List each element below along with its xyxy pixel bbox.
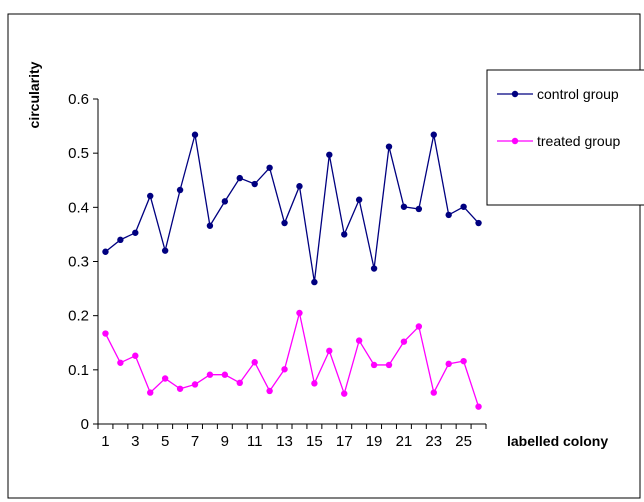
data-point-control-group	[475, 219, 482, 227]
x-tick-label: 21	[396, 433, 413, 450]
y-tick-label: 0	[81, 416, 89, 433]
data-point-control-group	[281, 219, 288, 227]
data-point-treated-group	[430, 389, 437, 396]
x-tick-label: 9	[221, 433, 229, 450]
data-point-control-group	[460, 203, 467, 210]
legend-label-control-group: control group	[537, 86, 619, 102]
data-point-treated-group	[460, 357, 467, 365]
data-point-control-group	[191, 131, 199, 138]
x-tick-label: 11	[247, 433, 263, 450]
y-tick-label: 0.4	[68, 199, 89, 216]
x-tick-label: 23	[425, 433, 442, 450]
x-tick-label: 15	[306, 433, 323, 450]
y-axis-title: circularity	[26, 61, 42, 128]
data-point-treated-group	[161, 375, 169, 382]
data-point-treated-group	[385, 361, 393, 369]
data-point-treated-group	[355, 337, 363, 344]
data-point-control-group	[236, 174, 243, 182]
data-point-control-group	[132, 229, 139, 236]
data-point-treated-group	[370, 361, 378, 369]
data-point-control-group	[102, 248, 109, 255]
data-point-treated-group	[176, 385, 184, 392]
data-point-treated-group	[445, 360, 452, 368]
y-tick-label: 0.3	[68, 254, 89, 271]
data-point-treated-group	[415, 323, 423, 330]
data-point-treated-group	[117, 359, 124, 366]
data-point-control-group	[161, 247, 169, 254]
data-point-treated-group	[326, 347, 333, 355]
data-point-control-group	[430, 131, 437, 138]
data-point-treated-group	[221, 371, 229, 378]
data-point-treated-group	[341, 390, 348, 397]
data-point-control-group	[311, 278, 318, 286]
series-points	[102, 131, 482, 410]
x-tick-label: 25	[455, 433, 472, 450]
x-tick-label: 3	[131, 433, 139, 450]
data-point-treated-group	[311, 380, 318, 387]
data-point-control-group	[326, 151, 333, 158]
y-tick-label: 0.6	[68, 91, 89, 108]
legend-marker-control-group	[511, 90, 519, 98]
legend-label-treated-group: treated group	[537, 133, 620, 149]
data-point-treated-group	[206, 371, 214, 378]
data-point-control-group	[370, 265, 378, 272]
data-point-control-group	[206, 222, 214, 229]
x-tick-label: 5	[161, 433, 169, 450]
data-point-control-group	[400, 203, 408, 210]
data-point-control-group	[341, 231, 348, 238]
x-tick-label: 7	[191, 433, 199, 450]
data-point-treated-group	[147, 389, 154, 396]
x-tick-label: 17	[336, 433, 353, 450]
data-point-treated-group	[191, 381, 199, 388]
data-point-treated-group	[266, 387, 273, 395]
data-point-control-group	[117, 236, 124, 244]
data-point-treated-group	[281, 366, 288, 373]
x-tick-label: 19	[366, 433, 383, 450]
data-point-control-group	[221, 198, 229, 205]
data-point-control-group	[147, 192, 154, 200]
x-axis-title: labelled colony	[507, 433, 608, 449]
x-tick-label: 13	[276, 433, 293, 450]
legend: control group treated group	[486, 69, 644, 206]
data-point-control-group	[266, 164, 273, 171]
data-point-treated-group	[251, 359, 258, 366]
legend-marker-treated-group	[511, 137, 519, 145]
y-tick-label: 0.2	[68, 308, 89, 325]
data-point-control-group	[415, 205, 423, 213]
data-point-treated-group	[102, 330, 109, 337]
data-point-control-group	[296, 183, 303, 190]
data-point-treated-group	[296, 309, 303, 317]
data-point-treated-group	[132, 352, 139, 359]
data-point-control-group	[445, 211, 452, 219]
data-point-control-group	[355, 196, 363, 203]
y-tick-label: 0.5	[68, 145, 89, 162]
x-tick-label: 1	[101, 433, 109, 450]
axes: 00.10.20.30.40.50.61 3 5 7 9 11 13 15 17 19 21 23 25	[68, 91, 487, 450]
data-point-treated-group	[400, 338, 408, 345]
data-point-control-group	[251, 180, 258, 188]
data-point-control-group	[385, 143, 393, 150]
data-point-control-group	[176, 186, 184, 194]
data-point-treated-group	[475, 403, 482, 410]
y-tick-label: 0.1	[68, 362, 89, 379]
data-point-treated-group	[236, 379, 243, 387]
